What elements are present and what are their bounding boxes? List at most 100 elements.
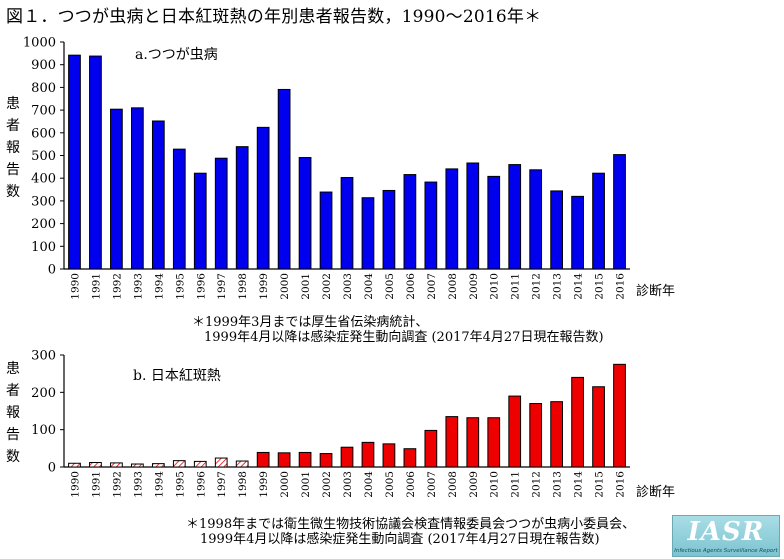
bar-b-1999	[256, 451, 270, 468]
x-tick-label-a: 2013	[552, 273, 564, 300]
x-tick-label-a: 2004	[363, 273, 375, 300]
x-tick-label-a: 1999	[258, 273, 270, 300]
bar-a-2015	[592, 172, 605, 270]
x-tick-label-b: 2002	[321, 471, 333, 498]
x-tick-label-a: 1996	[195, 273, 207, 300]
x-tick-label-a: 1995	[174, 273, 186, 300]
bar-b-1998	[235, 460, 249, 468]
bar-b-1996	[193, 460, 207, 468]
x-tick-label-a: 2015	[594, 273, 606, 300]
bar-a-1991	[89, 55, 102, 270]
bar-b-2006	[403, 448, 417, 468]
x-tick-label-b: 2006	[405, 471, 417, 498]
x-tick-label-b: 2000	[279, 471, 291, 498]
bar-b-2011	[508, 395, 522, 468]
bar-b-1997	[214, 457, 228, 468]
bar-a-2005	[382, 189, 396, 270]
x-tick-label-b: 2008	[447, 471, 459, 498]
x-tick-label-a: 1990	[69, 273, 81, 300]
x-tick-label-a: 2005	[384, 273, 396, 300]
chart-subtitle-a: a.つつが虫病	[135, 47, 218, 63]
y-tick-label-a: 600	[31, 126, 56, 141]
x-tick-label-a: 2006	[405, 273, 417, 300]
x-tick-label-b: 1999	[258, 471, 270, 498]
x-tick-label-b: 2015	[594, 471, 606, 498]
bar-b-2015	[592, 386, 605, 468]
x-tick-label-b: 2013	[552, 471, 564, 498]
y-tick-label-a: 1000	[23, 36, 56, 51]
x-tick-label-a: 2007	[426, 273, 438, 300]
bar-b-2007	[424, 429, 438, 468]
bar-b-2003	[340, 446, 354, 468]
bar-a-2014	[571, 195, 584, 270]
bar-a-1999	[256, 126, 270, 270]
x-axis-label-a: 診断年	[636, 283, 675, 299]
x-tick-label-a: 2012	[531, 273, 543, 300]
y-axis-label-b: 者	[6, 383, 20, 399]
bar-b-2012	[529, 403, 543, 468]
bar-b-2010	[487, 417, 501, 468]
x-tick-label-b: 1998	[237, 471, 249, 498]
x-tick-label-b: 1992	[111, 471, 123, 498]
y-tick-label-a: 0	[48, 263, 56, 278]
x-tick-label-b: 2014	[573, 471, 585, 498]
x-tick-label-b: 1991	[90, 471, 102, 498]
x-tick-label-b: 2003	[342, 471, 354, 498]
y-axis-label-a: 数	[6, 184, 20, 200]
bar-b-1995	[172, 460, 186, 468]
bar-b-2008	[445, 416, 459, 468]
x-tick-label-b: 1993	[132, 471, 144, 498]
y-tick-label-a: 700	[31, 104, 56, 119]
y-tick-label-a: 900	[31, 58, 56, 73]
x-tick-label-a: 2000	[279, 273, 291, 300]
bar-a-1992	[110, 108, 123, 270]
x-tick-label-b: 2004	[363, 471, 375, 498]
iasr-logo-text: IASR	[687, 517, 765, 547]
bar-a-2010	[487, 175, 501, 270]
iasr-logo-subtext: Infectious Agents Surveillance Report	[674, 548, 778, 554]
x-tick-label-a: 1998	[237, 273, 249, 300]
bar-a-2007	[424, 181, 438, 270]
y-axis-label-b: 数	[6, 449, 20, 465]
bar-a-2011	[508, 164, 522, 270]
bar-a-2016	[613, 154, 626, 270]
x-tick-label-b: 1990	[69, 471, 81, 498]
bar-a-2001	[298, 157, 312, 270]
bar-a-1994	[151, 120, 165, 270]
x-axis-label-b: 診断年	[636, 484, 675, 500]
x-tick-label-a: 2010	[489, 273, 501, 300]
bar-b-2005	[382, 443, 396, 468]
y-tick-label-a: 800	[31, 81, 56, 96]
bar-b-2009	[466, 417, 480, 468]
note-a-line1: ＊1999年3月までは厚生省伝染病統計、	[192, 315, 429, 330]
x-tick-label-b: 2009	[468, 471, 480, 498]
bar-b-2016	[613, 363, 626, 468]
bar-a-2012	[529, 169, 543, 270]
x-tick-label-b: 1997	[216, 471, 228, 498]
x-tick-label-a: 2016	[615, 273, 627, 300]
x-tick-label-b: 2005	[384, 471, 396, 498]
x-tick-label-a: 2008	[447, 273, 459, 300]
bar-a-1997	[214, 157, 228, 270]
x-tick-label-b: 2007	[426, 471, 438, 498]
x-tick-label-a: 2001	[300, 273, 312, 300]
bar-a-1998	[235, 146, 249, 270]
y-axis-label-a: 告	[6, 162, 20, 178]
x-tick-label-b: 2011	[510, 471, 522, 498]
bar-a-2003	[340, 177, 354, 270]
y-axis-label-b: 告	[6, 427, 20, 443]
y-axis-label-a: 者	[6, 118, 20, 134]
bar-b-1992	[110, 462, 123, 468]
x-tick-label-a: 2014	[573, 273, 585, 300]
x-tick-label-b: 2001	[300, 471, 312, 498]
bar-a-2006	[403, 174, 417, 270]
y-tick-label-b: 200	[31, 386, 56, 401]
y-axis-label-b: 報	[6, 405, 20, 421]
x-tick-label-a: 1991	[90, 273, 102, 300]
bar-b-2001	[298, 451, 312, 468]
bar-b-1994	[151, 463, 165, 468]
x-tick-label-a: 1993	[132, 273, 144, 300]
y-tick-label-b: 0	[48, 461, 56, 476]
note-a-line2: 1999年4月以降は感染症発生動向調査 (2017年4月27日現在報告数)	[204, 330, 604, 345]
bar-a-1990	[68, 54, 81, 270]
